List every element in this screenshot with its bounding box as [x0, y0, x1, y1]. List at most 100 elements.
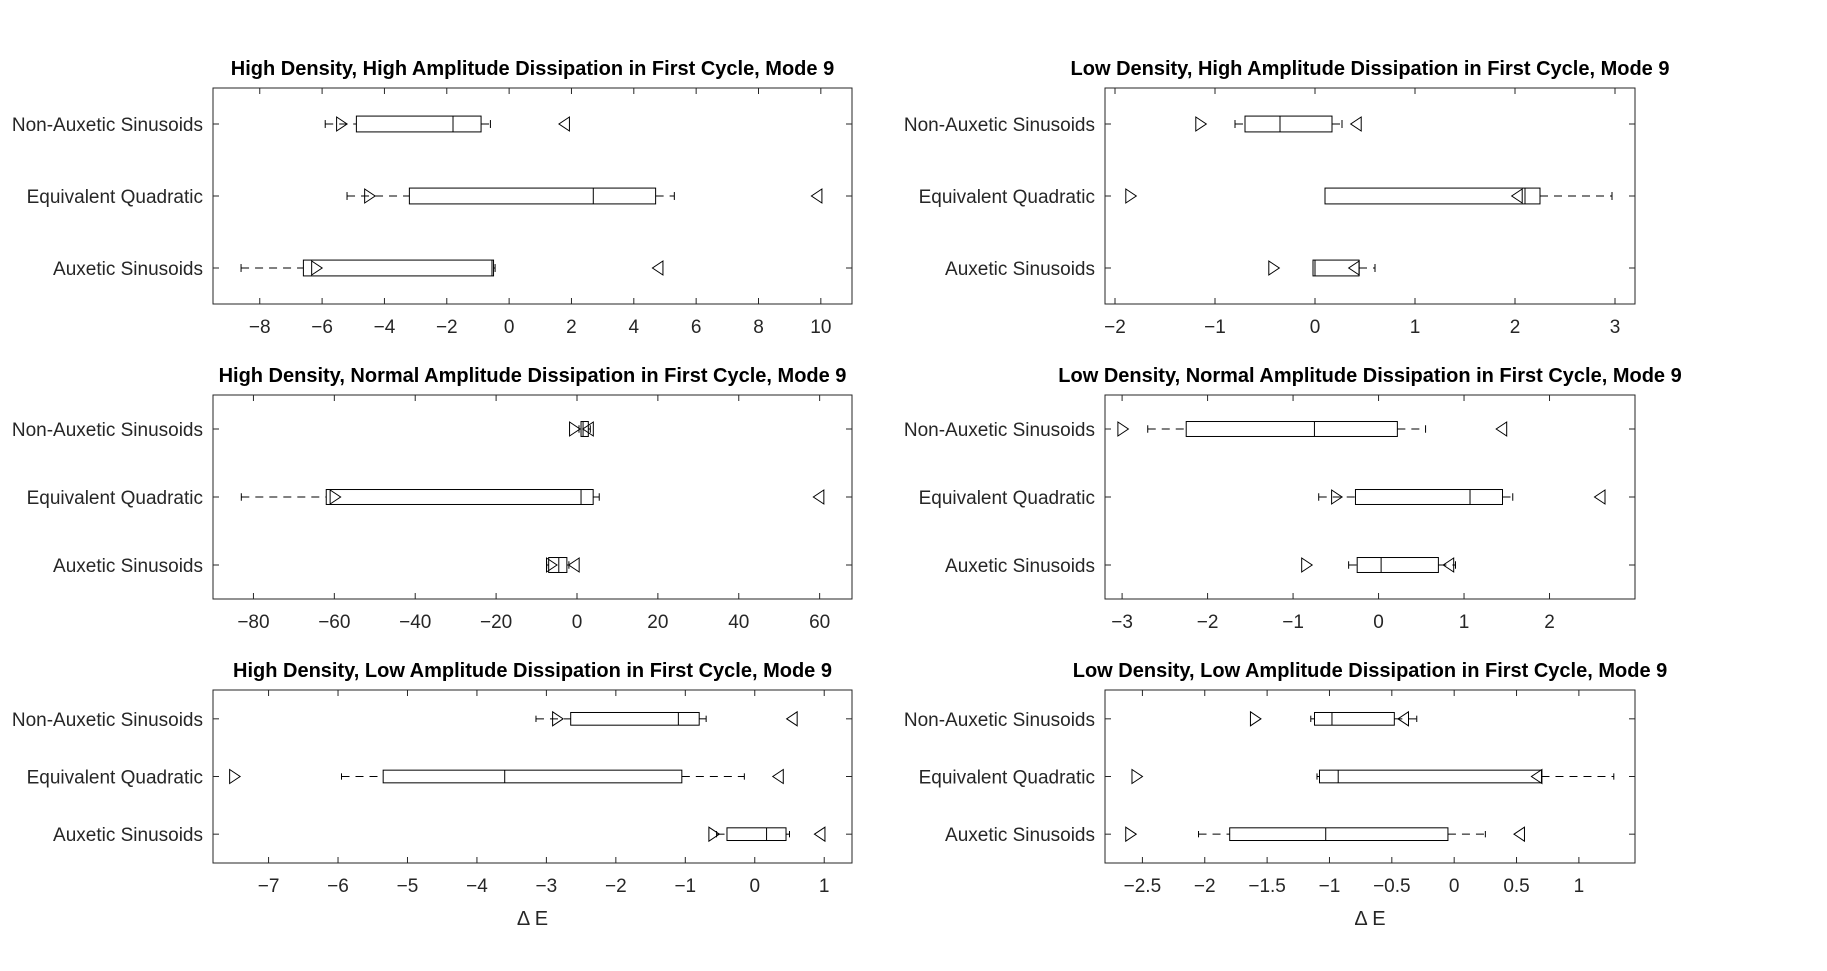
x-tick-label: −5	[397, 876, 419, 897]
marker-right-triangle	[229, 768, 242, 785]
chart-panel-6: Low Density, Low Amplitude Dissipation i…	[904, 660, 1667, 930]
iqr-box	[302, 259, 495, 277]
x-tick-label: 3	[1610, 317, 1621, 338]
box-1	[569, 421, 594, 437]
box-3	[240, 259, 664, 277]
box-3	[1301, 557, 1456, 573]
x-tick-label: 0	[749, 876, 760, 897]
marker-right-triangle	[1301, 557, 1314, 573]
box-3	[1125, 826, 1525, 843]
x-tick-label: −2.5	[1124, 876, 1162, 897]
x-tick-label: 0	[1373, 612, 1384, 633]
x-tick-label: −4	[466, 876, 488, 897]
marker-right-triangle	[311, 260, 324, 276]
y-tick-label: Non-Auxetic Sinusoids	[12, 115, 203, 136]
y-tick-label: Equivalent Quadratic	[27, 488, 203, 509]
x-tick-label: 10	[810, 317, 831, 338]
marker-right-triangle	[1249, 710, 1262, 727]
chart-title: Low Density, Low Amplitude Dissipation i…	[1073, 660, 1668, 682]
y-tick-label: Non-Auxetic Sinusoids	[12, 710, 203, 731]
box-3	[708, 826, 826, 843]
marker-left-triangle	[1593, 489, 1606, 505]
x-tick-label: −60	[318, 612, 350, 633]
marker-right-triangle	[552, 710, 565, 727]
x-tick-label: 0	[1310, 317, 1321, 338]
iqr-box	[1318, 769, 1542, 784]
y-tick-label: Auxetic Sinusoids	[945, 259, 1095, 280]
iqr-box	[355, 115, 482, 133]
box-2	[346, 187, 823, 205]
iqr-box	[408, 187, 657, 205]
chart-panel-2: Low Density, High Amplitude Dissipation …	[904, 58, 1670, 338]
marker-left-triangle	[558, 116, 570, 132]
x-tick-label: −20	[480, 612, 512, 633]
x-tick-label: 0	[504, 317, 515, 338]
x-tick-label: −7	[258, 876, 280, 897]
iqr-box	[1324, 187, 1541, 205]
y-tick-label: Auxetic Sinusoids	[53, 556, 203, 577]
box-1	[1195, 115, 1362, 133]
marker-left-triangle	[651, 260, 664, 276]
y-tick-label: Equivalent Quadratic	[919, 768, 1095, 789]
iqr-box	[580, 421, 589, 437]
iqr-box	[382, 769, 683, 784]
x-tick-label: −4	[374, 317, 396, 338]
marker-left-triangle	[1442, 557, 1455, 573]
x-tick-label: −2	[605, 876, 627, 897]
y-tick-label: Auxetic Sinusoids	[53, 259, 203, 280]
x-tick-label: 40	[728, 612, 749, 633]
marker-left-triangle	[812, 489, 825, 505]
box-3	[1268, 259, 1376, 277]
x-tick-label: 0.5	[1503, 876, 1529, 897]
x-tick-label: −2	[436, 317, 458, 338]
chart-panel-5: High Density, Low Amplitude Dissipation …	[12, 660, 853, 930]
box-2	[240, 489, 825, 505]
x-tick-label: 60	[809, 612, 830, 633]
iqr-box	[726, 827, 787, 842]
x-tick-label: −6	[311, 317, 333, 338]
x-tick-label: 1	[1410, 317, 1421, 338]
chart-title: High Density, High Amplitude Dissipation…	[231, 58, 834, 80]
chart-panel-1: High Density, High Amplitude Dissipation…	[12, 58, 853, 338]
chart-title: High Density, Low Amplitude Dissipation …	[233, 660, 832, 682]
marker-right-triangle	[1331, 489, 1344, 505]
x-tick-label: −3	[536, 876, 558, 897]
marker-left-triangle	[581, 421, 594, 437]
chart-panel-3: High Density, Normal Amplitude Dissipati…	[12, 365, 853, 633]
marker-left-triangle	[771, 768, 784, 785]
y-tick-label: Auxetic Sinusoids	[945, 556, 1095, 577]
x-tick-label: −3	[1111, 612, 1133, 633]
y-tick-label: Non-Auxetic Sinusoids	[904, 115, 1095, 136]
x-tick-label: 0	[572, 612, 583, 633]
marker-left-triangle	[1510, 188, 1523, 204]
iqr-box	[1314, 711, 1395, 726]
x-tick-label: 1	[819, 876, 830, 897]
x-tick-label: −1	[1319, 876, 1341, 897]
x-tick-label: 1	[1459, 612, 1470, 633]
iqr-box	[1229, 827, 1449, 842]
x-tick-label: −6	[327, 876, 349, 897]
marker-right-triangle	[329, 489, 342, 505]
x-tick-label: −0.5	[1373, 876, 1411, 897]
x-tick-label: −1	[1282, 612, 1304, 633]
x-tick-label: 2	[566, 317, 577, 338]
marker-right-triangle	[1125, 826, 1138, 843]
x-tick-label: 1	[1574, 876, 1585, 897]
chart-title: Low Density, High Amplitude Dissipation …	[1071, 58, 1670, 80]
chart-title: Low Density, Normal Amplitude Dissipatio…	[1058, 365, 1681, 387]
x-tick-label: 2	[1510, 317, 1521, 338]
x-tick-label: 0	[1449, 876, 1460, 897]
y-tick-label: Equivalent Quadratic	[919, 187, 1095, 208]
marker-right-triangle	[1268, 260, 1281, 276]
box-2	[229, 768, 784, 785]
y-tick-label: Non-Auxetic Sinusoids	[904, 710, 1095, 731]
x-tick-label: −80	[237, 612, 269, 633]
marker-right-triangle	[1125, 188, 1138, 204]
x-tick-label: 8	[753, 317, 764, 338]
box-3	[545, 557, 580, 573]
y-tick-label: Equivalent Quadratic	[919, 488, 1095, 509]
box-2	[1318, 489, 1606, 505]
x-tick-label: −8	[249, 317, 271, 338]
marker-left-triangle	[813, 826, 826, 843]
x-tick-label: 2	[1544, 612, 1555, 633]
